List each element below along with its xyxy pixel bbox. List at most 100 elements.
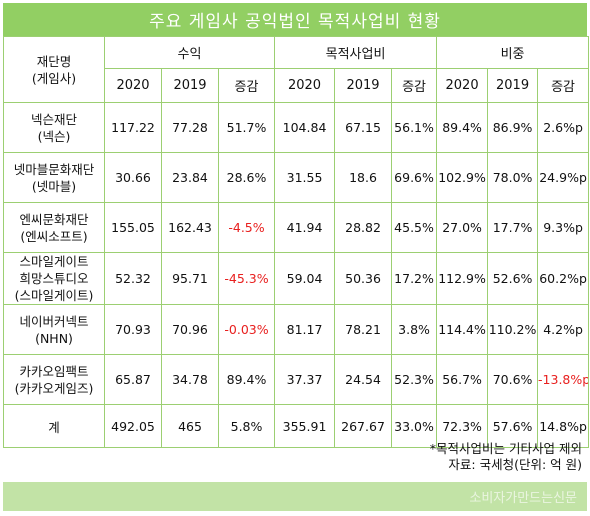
foundation-name: 넥슨재단	[30, 111, 77, 127]
table-cell: 70.93	[104, 304, 162, 355]
table-cell: 33.0%	[391, 404, 438, 448]
table-cell: 78.0%	[487, 152, 539, 203]
table-cell: 67.15	[334, 102, 393, 153]
header-year-2019: 2019	[161, 68, 219, 103]
foundation-name-line: (엔씨소프트)	[20, 228, 88, 244]
table-cell: 56.7%	[436, 354, 489, 405]
header-name-label: 재단명	[36, 53, 72, 69]
table-cell: 65.87	[104, 354, 162, 405]
header-row-groups: 재단명 (게임사) 수익 목적사업비 비중	[3, 36, 590, 103]
table-cell: 86.9%	[487, 102, 539, 153]
table-cell: 4.2%p	[537, 304, 590, 355]
table-cell: 24.54	[334, 354, 393, 405]
table-row: 네이버커넥트 (NHN) 70.93 70.96 -0.03% 81.17 78.21 3.8…	[3, 304, 590, 355]
table-cell: 52.32	[104, 252, 162, 305]
note-source: 자료: 국세청(단위: 억 원)	[448, 457, 582, 472]
header-group-ratio: 비중	[436, 36, 590, 69]
foundation-name-line: (넷마블)	[31, 178, 77, 194]
note-exclusion: *목적사업비는 기타사업 제외	[429, 441, 582, 456]
table-cell: 70.96	[161, 304, 219, 355]
table-cell: 30.66	[104, 152, 162, 203]
table-cell: 52.3%	[391, 354, 438, 405]
table-cell: 102.9%	[436, 152, 489, 203]
data-table: 재단명 (게임사) 수익 목적사업비 비중 2020 2019 증감 2020 …	[3, 36, 590, 448]
table-cell: 114.4%	[436, 304, 489, 355]
foundation-name-line: 희망스튜디오	[19, 271, 89, 286]
table-cell: 72.3%	[436, 404, 489, 448]
table-cell: 3.8%	[391, 304, 438, 355]
table-cell: 78.21	[334, 304, 393, 355]
table-cell: 162.43	[161, 202, 219, 253]
table-cell: 17.2%	[391, 252, 438, 305]
header-name-sub-label: (게임사)	[31, 70, 77, 86]
header-change: 증감	[391, 68, 438, 103]
table-title: 주요 게임사 공익법인 목적사업비 현황	[3, 3, 587, 36]
table-cell: 81.17	[274, 304, 336, 355]
foundation-name-line: (카카오게임즈)	[14, 380, 94, 396]
table-cell: 89.4%	[436, 102, 489, 153]
table-cell: 31.55	[274, 152, 336, 203]
table-cell: 51.7%	[217, 102, 276, 153]
foundation-name-cell: 카카오임팩트 (카카오게임즈)	[3, 354, 105, 405]
table-cell: 37.37	[274, 354, 336, 405]
table-cell: 23.84	[161, 152, 219, 203]
table-cell: 52.6%	[487, 252, 539, 305]
foundation-name-line: (넥슨)	[37, 128, 71, 144]
publisher-footer: 소비자가만드는신문	[3, 482, 587, 511]
foundation-name-line: (스마일게이트)	[14, 288, 94, 303]
foundation-name: 네이버커넥트	[19, 313, 89, 329]
foundation-name: 스마일게이트	[19, 254, 89, 269]
table-cell: 69.6%	[391, 152, 438, 203]
table-cell: 59.04	[274, 252, 336, 305]
table-row: 카카오임팩트 (카카오게임즈) 65.87 34.78 89.4% 37.37 24.54 5…	[3, 354, 590, 405]
header-row-years: 2020 2019 증감 2020 2019 증감 2020 2019 증감	[4, 68, 590, 103]
source-note: *목적사업비는 기타사업 제외 자료: 국세청(단위: 억 원)	[430, 441, 582, 473]
table-cell: 9.3%p	[537, 202, 590, 253]
table-cell: 95.71	[161, 252, 219, 305]
table-cell: 355.91	[274, 404, 336, 448]
foundation-name-cell: 엔씨문화재단 (엔씨소프트)	[3, 202, 105, 253]
table-cell: 41.94	[274, 202, 336, 253]
header-year-2020: 2020	[274, 68, 336, 103]
table-cell: 17.7%	[487, 202, 539, 253]
foundation-name-line: (NHN)	[35, 330, 73, 346]
table-cell: 34.78	[161, 354, 219, 405]
table-cell: 112.9%	[436, 252, 489, 305]
table-cell: 60.2%p	[537, 252, 590, 305]
header-change: 증감	[537, 68, 590, 103]
table-cell: 2.6%p	[537, 102, 590, 153]
table-cell: 104.84	[274, 102, 336, 153]
foundation-name: 넷마블문화재단	[13, 161, 95, 177]
table-cell: 50.36	[334, 252, 393, 305]
table-cell: 28.82	[334, 202, 393, 253]
table-cell: 89.4%	[217, 354, 276, 405]
foundation-name: 엔씨문화재단	[19, 211, 89, 227]
table-cell: 117.22	[104, 102, 162, 153]
table-cell: 267.67	[334, 404, 393, 448]
table-cell: 24.9%p	[537, 152, 590, 203]
table-cell: 14.8%p	[537, 404, 590, 448]
table-body: 넥슨재단 (넥슨) 117.22 77.28 51.7% 104.84 67.15 56.1%…	[3, 102, 590, 405]
table-cell: -4.5%	[217, 202, 276, 253]
table-cell: 56.1%	[391, 102, 438, 153]
foundation-name-cell: 넷마블문화재단 (넷마블)	[3, 152, 105, 203]
table-cell: 492.05	[104, 404, 162, 448]
table-cell: 18.6	[334, 152, 393, 203]
foundation-name-cell: 네이버커넥트 (NHN)	[3, 304, 105, 355]
table-cell: 77.28	[161, 102, 219, 153]
header-year-2019: 2019	[334, 68, 393, 103]
header-name-cell: 재단명 (게임사)	[3, 36, 105, 103]
header-change: 증감	[217, 68, 276, 103]
table-row: 넥슨재단 (넥슨) 117.22 77.28 51.7% 104.84 67.15 56.1%…	[3, 102, 590, 153]
table-cell: -45.3%	[217, 252, 276, 305]
table-cell: -0.03%	[217, 304, 276, 355]
table-cell: 155.05	[104, 202, 162, 253]
header-group-revenue: 수익	[103, 36, 276, 69]
table-row: 넷마블문화재단 (넷마블) 30.66 23.84 28.6% 31.55 18.6 69.6…	[3, 152, 590, 203]
table-cell: 70.6%	[487, 354, 539, 405]
table-cell: 110.2%	[487, 304, 539, 355]
table-cell: 27.0%	[436, 202, 489, 253]
